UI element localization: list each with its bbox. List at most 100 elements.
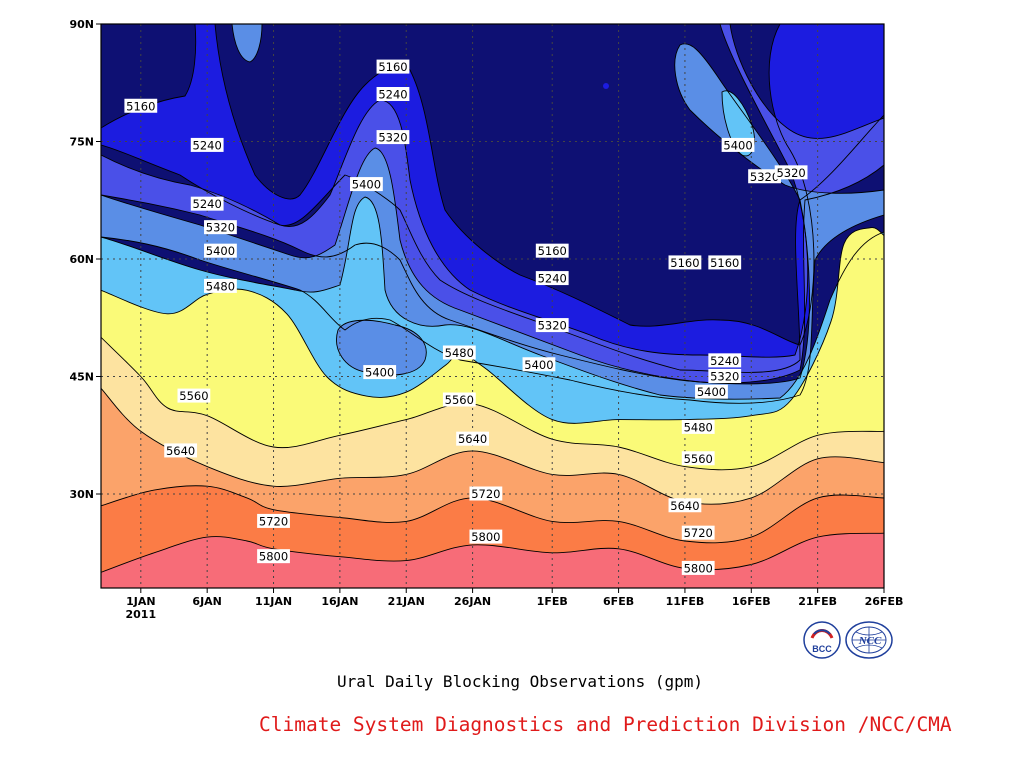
contour-label-15: 5480	[442, 345, 476, 360]
contour-label-text: 5240	[193, 197, 222, 211]
contour-label-text: 5720	[684, 526, 713, 540]
contour-label-text: 5160	[378, 60, 407, 74]
contour-label-14: 5400	[363, 365, 397, 380]
contour-label-bg	[695, 384, 728, 399]
x-tick-label-3: 16JAN	[321, 595, 358, 608]
contour-label-8: 5720	[257, 513, 290, 528]
contour-label-text: 5480	[206, 279, 235, 293]
contour-lines	[101, 24, 884, 588]
contour-line-5800	[101, 532, 884, 573]
contour-label-26: 5400	[721, 137, 755, 152]
contour-label-28: 5320	[774, 165, 808, 180]
contour-label-text: 5400	[365, 366, 394, 380]
contour-label-bg	[681, 560, 715, 575]
contour-label-10: 5160	[376, 59, 410, 74]
contour-label-16: 5560	[442, 392, 476, 407]
contour-label-bg	[668, 255, 702, 270]
contour-label-bg	[164, 443, 198, 458]
contour-label-bg	[681, 419, 715, 434]
contour-label-bg	[681, 525, 715, 540]
contour-label-bg	[535, 243, 569, 258]
x-tick-label-11: 26FEB	[865, 595, 904, 608]
blob-5160	[603, 83, 609, 89]
contour-label-bg	[376, 130, 410, 145]
contour-label-35: 5720	[681, 525, 715, 540]
contour-label-text: 5240	[193, 138, 222, 152]
contour-label-text: 5160	[538, 244, 567, 258]
contour-label-bg	[442, 392, 476, 407]
contour-label-text: 5240	[378, 88, 407, 102]
y-tick-label-4: 90N	[69, 18, 94, 31]
contour-label-12: 5320	[376, 130, 410, 145]
contour-label-bg	[721, 137, 755, 152]
band-5240-outline	[101, 24, 884, 384]
contour-label-20: 5160	[535, 243, 569, 258]
contour-label-text: 5240	[538, 272, 567, 286]
contour-label-bg	[469, 486, 503, 501]
contour-label-bg	[177, 388, 211, 403]
contour-label-text: 5640	[458, 432, 487, 446]
ncc-logo: NCC	[845, 621, 893, 659]
contour-label-2: 5240	[190, 196, 224, 211]
contour-label-bg	[456, 431, 489, 446]
contour-label-text: 5160	[126, 99, 155, 113]
contour-label-5: 5480	[204, 278, 237, 293]
contour-label-text: 5640	[166, 444, 195, 458]
contour-label-bg	[748, 169, 781, 184]
contour-label-text: 5800	[471, 530, 500, 544]
contour-label-text: 5240	[710, 354, 739, 368]
contour-label-text: 5320	[776, 166, 805, 180]
plot-area: 5160524052405320540054805560564057205800…	[101, 24, 884, 588]
bcc-logo: BCC	[803, 621, 841, 659]
contour-label-text: 5720	[259, 514, 288, 528]
contour-label-bg	[442, 345, 476, 360]
contour-label-bg	[350, 177, 383, 192]
band-5400-outline	[101, 196, 884, 588]
contour-label-text: 5400	[723, 138, 752, 152]
contour-label-text: 5320	[378, 131, 407, 145]
contour-label-text: 5320	[206, 221, 235, 235]
contour-label-3: 5320	[204, 220, 237, 235]
contour-label-18: 5720	[469, 486, 503, 501]
contour-label-bg	[257, 513, 290, 528]
chart-caption: Ural Daily Blocking Observations (gpm)	[336, 672, 704, 691]
contour-label-13: 5400	[350, 177, 383, 192]
contour-label-bg	[535, 271, 569, 286]
credit-line: Climate System Diagnostics and Predictio…	[259, 713, 952, 736]
x-tick-label-5: 26JAN	[454, 595, 491, 608]
contour-label-4: 5400	[204, 243, 237, 258]
contour-label-bg	[204, 243, 237, 258]
contour-label-30: 5320	[708, 369, 742, 384]
x-tick-label-0: 1JAN	[126, 595, 155, 608]
contour-label-text: 5800	[259, 550, 288, 564]
contour-label-text: 5400	[206, 244, 235, 258]
contour-label-bg	[376, 87, 410, 101]
contour-label-29: 5240	[708, 353, 742, 368]
contour-label-7: 5640	[164, 443, 198, 458]
contour-label-text: 5640	[670, 499, 699, 513]
contour-label-23: 5400	[522, 357, 556, 372]
pocket-5320	[336, 320, 427, 376]
contour-label-32: 5480	[681, 419, 715, 434]
contour-label-34: 5640	[668, 498, 702, 513]
contour-line-5720	[101, 485, 884, 544]
contour-label-0: 5160	[124, 98, 158, 113]
contour-label-21: 5240	[535, 271, 569, 286]
contour-label-25: 5160	[708, 255, 742, 270]
contour-label-text: 5400	[352, 178, 381, 192]
contour-label-bg	[522, 357, 556, 372]
contour-label-text: 5480	[684, 420, 713, 434]
contour-label-9: 5800	[257, 549, 290, 564]
contour-label-22: 5320	[535, 318, 569, 333]
band-5240	[101, 24, 884, 383]
contour-label-text: 5320	[750, 170, 779, 184]
contour-label-bg	[535, 318, 569, 333]
contour-label-text: 5480	[445, 346, 474, 360]
contour-label-bg	[681, 451, 715, 466]
band-5160-outline	[101, 24, 884, 373]
contour-label-bg	[708, 255, 742, 270]
contour-label-bg	[204, 220, 237, 235]
x-tick-label-6: 1FEB	[537, 595, 568, 608]
